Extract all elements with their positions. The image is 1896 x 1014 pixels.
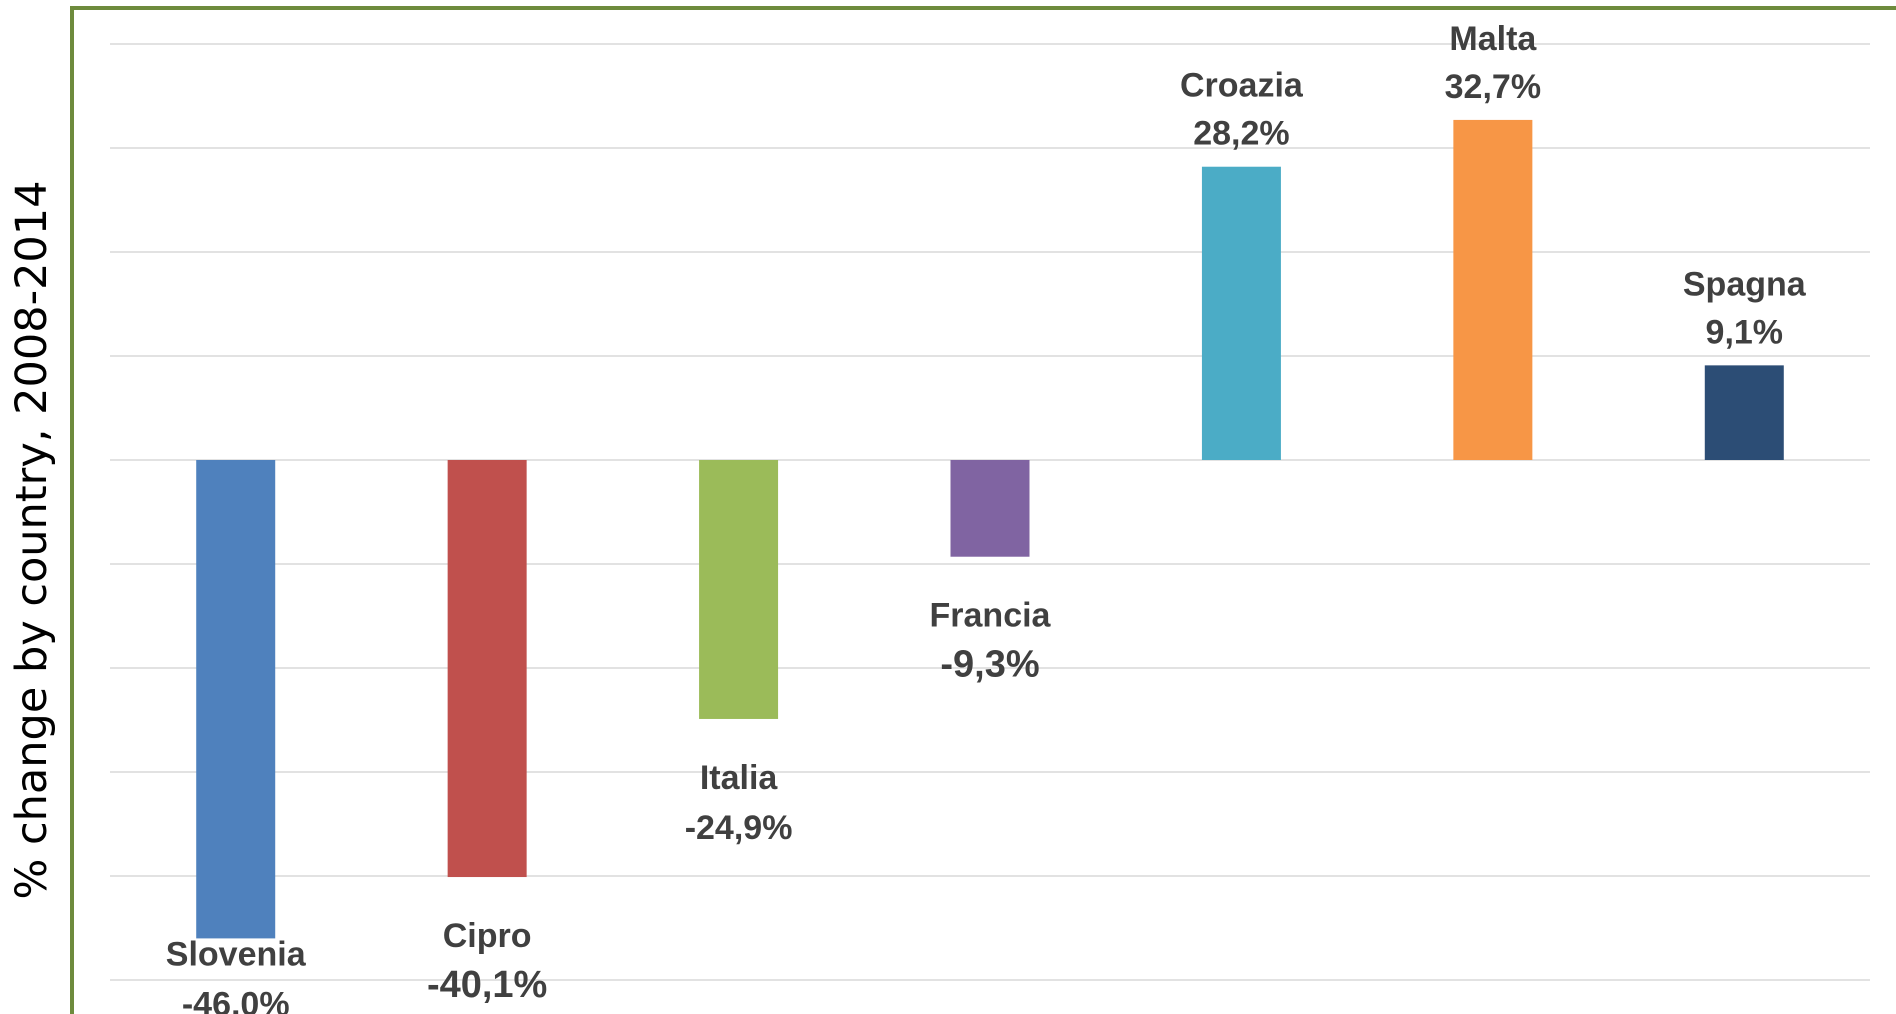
value-label: 28,2%	[1193, 115, 1289, 153]
bar-malta	[1453, 119, 1533, 461]
data-labels: Slovenia -46,0% Cipro -40,1% Italia -24,9% Fra…	[166, 20, 1807, 1014]
bar-spagna	[1704, 365, 1784, 460]
category-label: Croazia	[1180, 67, 1304, 105]
bar-slovenia	[196, 460, 276, 939]
bars	[196, 119, 1784, 939]
bar-francia	[950, 460, 1030, 557]
value-label: -46,0%	[182, 985, 290, 1014]
value-label: 32,7%	[1445, 68, 1541, 106]
category-label: Francia	[930, 597, 1052, 635]
value-label: -40,1%	[427, 964, 547, 1006]
bar-croazia	[1201, 166, 1281, 460]
chart-frame	[70, 6, 1896, 1014]
category-label: Spagna	[1683, 265, 1807, 303]
category-label: Malta	[1449, 20, 1537, 58]
category-label: Cipro	[443, 917, 532, 955]
y-axis-title: % change by country, 2008-2014	[7, 180, 57, 899]
category-label: Slovenia	[166, 935, 307, 973]
bar-italia	[699, 460, 779, 719]
category-label: Italia	[700, 759, 779, 797]
value-label: 9,1%	[1706, 313, 1784, 351]
value-label: -9,3%	[940, 644, 1039, 686]
bar-cipro	[447, 460, 527, 878]
value-label: -24,9%	[685, 809, 793, 847]
